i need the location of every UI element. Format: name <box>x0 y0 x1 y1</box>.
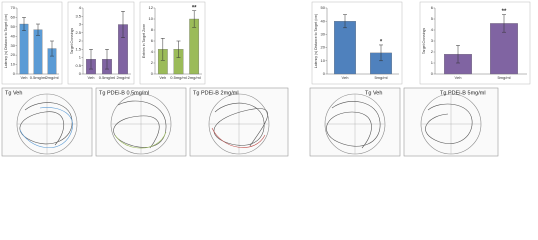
y-axis-label: Latency (s) Distance to Target (cm) <box>314 14 318 68</box>
maze-panel: Tg PDEi-B 5mg/ml <box>403 87 499 157</box>
y-tick-label: 2.5 <box>75 30 81 35</box>
y-tick-label: 2 <box>151 60 154 65</box>
error-bar <box>50 40 54 57</box>
y-tick-label: 1 <box>79 55 82 60</box>
y-tick-label: 2 <box>431 49 434 54</box>
panel-label: Tg PDEi-B 5mg/ml <box>440 90 486 96</box>
y-tick-label: 60 <box>11 14 16 19</box>
y-tick-label: 70 <box>11 5 16 10</box>
x-tick-label: Veh <box>342 75 349 80</box>
y-tick-label: 0.5 <box>75 63 81 68</box>
y-axis-label: Target Crossings <box>70 28 74 55</box>
swim-track <box>425 103 473 144</box>
y-tick-label: 40 <box>321 18 326 23</box>
y-tick-label: 5 <box>431 16 434 21</box>
error-bar <box>105 49 109 70</box>
error-bar <box>176 40 181 58</box>
y-tick-label: 40 <box>11 33 16 38</box>
x-tick-label: 5mg/ml <box>497 75 510 80</box>
x-tick-label: 2mg/ml <box>116 75 129 80</box>
y-tick-label: 10 <box>149 16 154 21</box>
y-tick-label: 6 <box>151 38 154 43</box>
y-tick-label: 0 <box>151 71 154 76</box>
y-tick-label: 3.5 <box>75 13 81 18</box>
y-tick-label: 3 <box>431 38 434 43</box>
error-bar <box>22 17 26 31</box>
error-bar <box>89 49 93 70</box>
y-tick-label: 0 <box>13 71 16 76</box>
error-bar <box>36 23 40 36</box>
maze-panel: Tg PDEi-B 0.5mg/ml <box>95 87 187 157</box>
x-tick-label: 5mg/ml <box>374 75 387 80</box>
y-tick-label: 30 <box>321 31 326 36</box>
y-tick-label: 12 <box>149 5 154 10</box>
y-axis-label: Target Crossings <box>422 28 426 55</box>
y-tick-label: 4 <box>431 27 434 32</box>
y-tick-label: 0 <box>79 71 82 76</box>
error-bar <box>192 10 197 28</box>
panel-label: Tg PDEi-B 0.5mg/ml <box>99 90 149 96</box>
y-tick-label: 10 <box>321 58 326 63</box>
significance-label: ** <box>502 9 507 15</box>
x-tick-label: 0.5mg/ml <box>99 75 116 80</box>
maze-panel: Tg Veh <box>309 87 401 157</box>
significance-label: ** <box>192 5 197 11</box>
y-tick-label: 20 <box>11 52 16 57</box>
y-tick-label: 4 <box>79 5 82 10</box>
panel-label: Tg PDEi-B 2mg/ml <box>193 90 239 96</box>
error-bar <box>343 14 347 29</box>
y-tick-label: 50 <box>321 5 326 10</box>
y-tick-label: 20 <box>321 45 326 50</box>
x-tick-label: Veh <box>88 75 95 80</box>
y-axis-label: Latency (s) Distance to Target (cm) <box>4 14 8 68</box>
y-tick-label: 0 <box>431 71 434 76</box>
y-tick-label: 1 <box>431 60 434 65</box>
error-bar <box>121 11 125 38</box>
y-tick-label: 4 <box>151 49 154 54</box>
maze-panels: Tg Veh Tg PDEi-B 0.5mg/ml Tg PDEi-B 2mg/… <box>1 87 499 157</box>
y-tick-label: 30 <box>11 43 16 48</box>
panel-label: Tg Veh <box>5 90 22 96</box>
x-tick-label: 2mg/ml <box>188 75 201 80</box>
error-bar <box>502 14 506 33</box>
swim-track <box>19 107 73 149</box>
y-axis-label: Entries in Target Zone <box>142 24 146 58</box>
y-tick-label: 10 <box>11 62 16 67</box>
significance-label: * <box>380 40 383 46</box>
y-tick-label: 1.5 <box>75 46 81 51</box>
x-tick-label: 0.5mg/ml <box>170 75 187 80</box>
panel-label: Tg Veh <box>365 90 382 96</box>
x-tick-label: Veh <box>159 75 166 80</box>
x-tick-label: 0.5mg/ml <box>30 75 47 80</box>
x-tick-label: Veh <box>455 75 462 80</box>
bar <box>334 21 356 75</box>
bar <box>33 29 43 75</box>
maze-panel: Tg Veh <box>1 87 93 157</box>
x-tick-label: 2mg/ml <box>45 75 58 80</box>
maze-panel: Tg PDEi-B 2mg/ml <box>189 87 289 157</box>
swim-track <box>114 131 167 149</box>
x-tick-label: Veh <box>21 75 28 80</box>
swim-track <box>211 127 266 148</box>
page: Tg Veh Tg PDEi-B 0.5mg/ml Tg PDEi-B 2mg/… <box>1 1 531 157</box>
y-tick-label: 50 <box>11 24 16 29</box>
error-bar <box>456 45 460 64</box>
error-bar <box>379 44 383 62</box>
figure: Tg Veh Tg PDEi-B 0.5mg/ml Tg PDEi-B 2mg/… <box>1 1 531 157</box>
y-tick-label: 2 <box>79 38 82 43</box>
swim-track <box>213 102 269 147</box>
y-tick-label: 0 <box>323 71 326 76</box>
bar <box>19 23 29 75</box>
y-tick-label: 3 <box>79 22 82 27</box>
error-bar <box>160 38 165 61</box>
y-tick-label: 8 <box>151 27 154 32</box>
y-tick-label: 6 <box>431 5 434 10</box>
